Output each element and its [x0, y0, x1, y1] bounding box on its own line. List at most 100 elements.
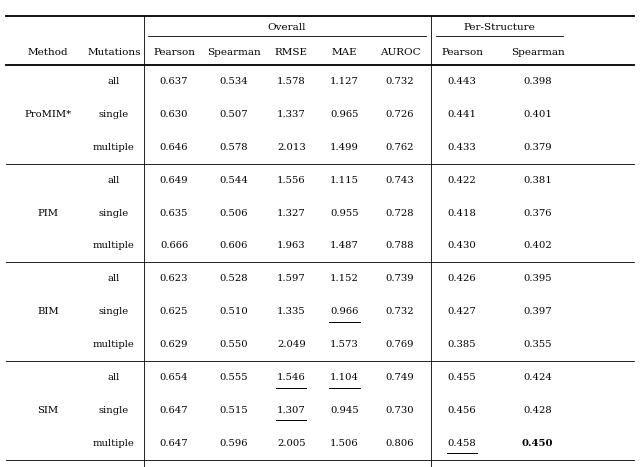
Text: 1.337: 1.337	[277, 110, 305, 119]
Text: 0.749: 0.749	[386, 373, 414, 382]
Text: Overall: Overall	[268, 22, 307, 32]
Text: 2.049: 2.049	[277, 340, 305, 349]
Text: 0.623: 0.623	[160, 275, 188, 283]
Text: 0.510: 0.510	[220, 307, 248, 316]
Text: 1.573: 1.573	[330, 340, 358, 349]
Text: 0.402: 0.402	[524, 241, 552, 250]
Text: all: all	[108, 373, 120, 382]
Text: 0.515: 0.515	[220, 406, 248, 415]
Text: single: single	[99, 406, 129, 415]
Text: 0.395: 0.395	[524, 275, 552, 283]
Text: 0.418: 0.418	[447, 209, 477, 218]
Text: 1.115: 1.115	[330, 176, 359, 184]
Text: 0.647: 0.647	[160, 406, 188, 415]
Text: 0.649: 0.649	[160, 176, 188, 184]
Text: 0.427: 0.427	[448, 307, 476, 316]
Text: 0.769: 0.769	[386, 340, 414, 349]
Text: 1.556: 1.556	[277, 176, 305, 184]
Text: 0.555: 0.555	[220, 373, 248, 382]
Text: 0.629: 0.629	[160, 340, 188, 349]
Text: 0.647: 0.647	[160, 439, 188, 448]
Text: 1.546: 1.546	[277, 373, 305, 382]
Text: 1.963: 1.963	[277, 241, 305, 250]
Text: 0.534: 0.534	[220, 77, 248, 86]
Text: 0.743: 0.743	[386, 176, 414, 184]
Text: Pearson: Pearson	[153, 48, 195, 57]
Text: Spearman: Spearman	[511, 48, 564, 57]
Text: 0.730: 0.730	[386, 406, 414, 415]
Text: 0.732: 0.732	[386, 307, 414, 316]
Text: multiple: multiple	[93, 241, 135, 250]
Text: BIM: BIM	[37, 307, 59, 316]
Text: 0.458: 0.458	[448, 439, 476, 448]
Text: 0.456: 0.456	[448, 406, 476, 415]
Text: all: all	[108, 176, 120, 184]
Text: 0.654: 0.654	[160, 373, 188, 382]
Text: 0.625: 0.625	[160, 307, 188, 316]
Text: 0.428: 0.428	[524, 406, 552, 415]
Text: 0.381: 0.381	[524, 176, 552, 184]
Text: 0.955: 0.955	[330, 209, 358, 218]
Text: multiple: multiple	[93, 143, 135, 152]
Text: 0.422: 0.422	[448, 176, 476, 184]
Text: 1.335: 1.335	[277, 307, 305, 316]
Text: Mutations: Mutations	[87, 48, 141, 57]
Text: 0.788: 0.788	[386, 241, 414, 250]
Text: 1.127: 1.127	[330, 77, 359, 86]
Text: 1.152: 1.152	[330, 275, 359, 283]
Text: SIM: SIM	[37, 406, 59, 415]
Text: MAE: MAE	[332, 48, 357, 57]
Text: 0.550: 0.550	[220, 340, 248, 349]
Text: 0.635: 0.635	[160, 209, 188, 218]
Text: 1.506: 1.506	[330, 439, 358, 448]
Text: 0.379: 0.379	[524, 143, 552, 152]
Text: ProMIM*: ProMIM*	[24, 110, 72, 119]
Text: 0.507: 0.507	[220, 110, 248, 119]
Text: 0.646: 0.646	[160, 143, 188, 152]
Text: 0.506: 0.506	[220, 209, 248, 218]
Text: 1.578: 1.578	[277, 77, 305, 86]
Text: 0.966: 0.966	[330, 307, 358, 316]
Text: single: single	[99, 307, 129, 316]
Text: 1.327: 1.327	[277, 209, 305, 218]
Text: 0.578: 0.578	[220, 143, 248, 152]
Text: 0.398: 0.398	[524, 77, 552, 86]
Text: 0.430: 0.430	[448, 241, 476, 250]
Text: 0.397: 0.397	[524, 307, 552, 316]
Text: 0.762: 0.762	[386, 143, 414, 152]
Text: all: all	[108, 275, 120, 283]
Text: 0.965: 0.965	[330, 110, 358, 119]
Text: 0.806: 0.806	[386, 439, 414, 448]
Text: 2.013: 2.013	[277, 143, 305, 152]
Text: 0.376: 0.376	[524, 209, 552, 218]
Text: 1.104: 1.104	[330, 373, 359, 382]
Text: 0.443: 0.443	[447, 77, 477, 86]
Text: 0.637: 0.637	[160, 77, 188, 86]
Text: 0.666: 0.666	[160, 241, 188, 250]
Text: 0.528: 0.528	[220, 275, 248, 283]
Text: 0.726: 0.726	[386, 110, 414, 119]
Text: 1.307: 1.307	[277, 406, 305, 415]
Text: 1.499: 1.499	[330, 143, 359, 152]
Text: 0.401: 0.401	[523, 110, 552, 119]
Text: 0.606: 0.606	[220, 241, 248, 250]
Text: multiple: multiple	[93, 439, 135, 448]
Text: 0.732: 0.732	[386, 77, 414, 86]
Text: 0.945: 0.945	[330, 406, 358, 415]
Text: all: all	[108, 77, 120, 86]
Text: 0.596: 0.596	[220, 439, 248, 448]
Text: AUROC: AUROC	[380, 48, 420, 57]
Text: 0.739: 0.739	[386, 275, 414, 283]
Text: single: single	[99, 110, 129, 119]
Text: 1.487: 1.487	[330, 241, 359, 250]
Text: 0.455: 0.455	[448, 373, 476, 382]
Text: 0.426: 0.426	[448, 275, 476, 283]
Text: RMSE: RMSE	[275, 48, 308, 57]
Text: Per-Structure: Per-Structure	[464, 22, 536, 32]
Text: 0.433: 0.433	[448, 143, 476, 152]
Text: single: single	[99, 209, 129, 218]
Text: 0.728: 0.728	[386, 209, 414, 218]
Text: Pearson: Pearson	[441, 48, 483, 57]
Text: Method: Method	[28, 48, 68, 57]
Text: Spearman: Spearman	[207, 48, 260, 57]
